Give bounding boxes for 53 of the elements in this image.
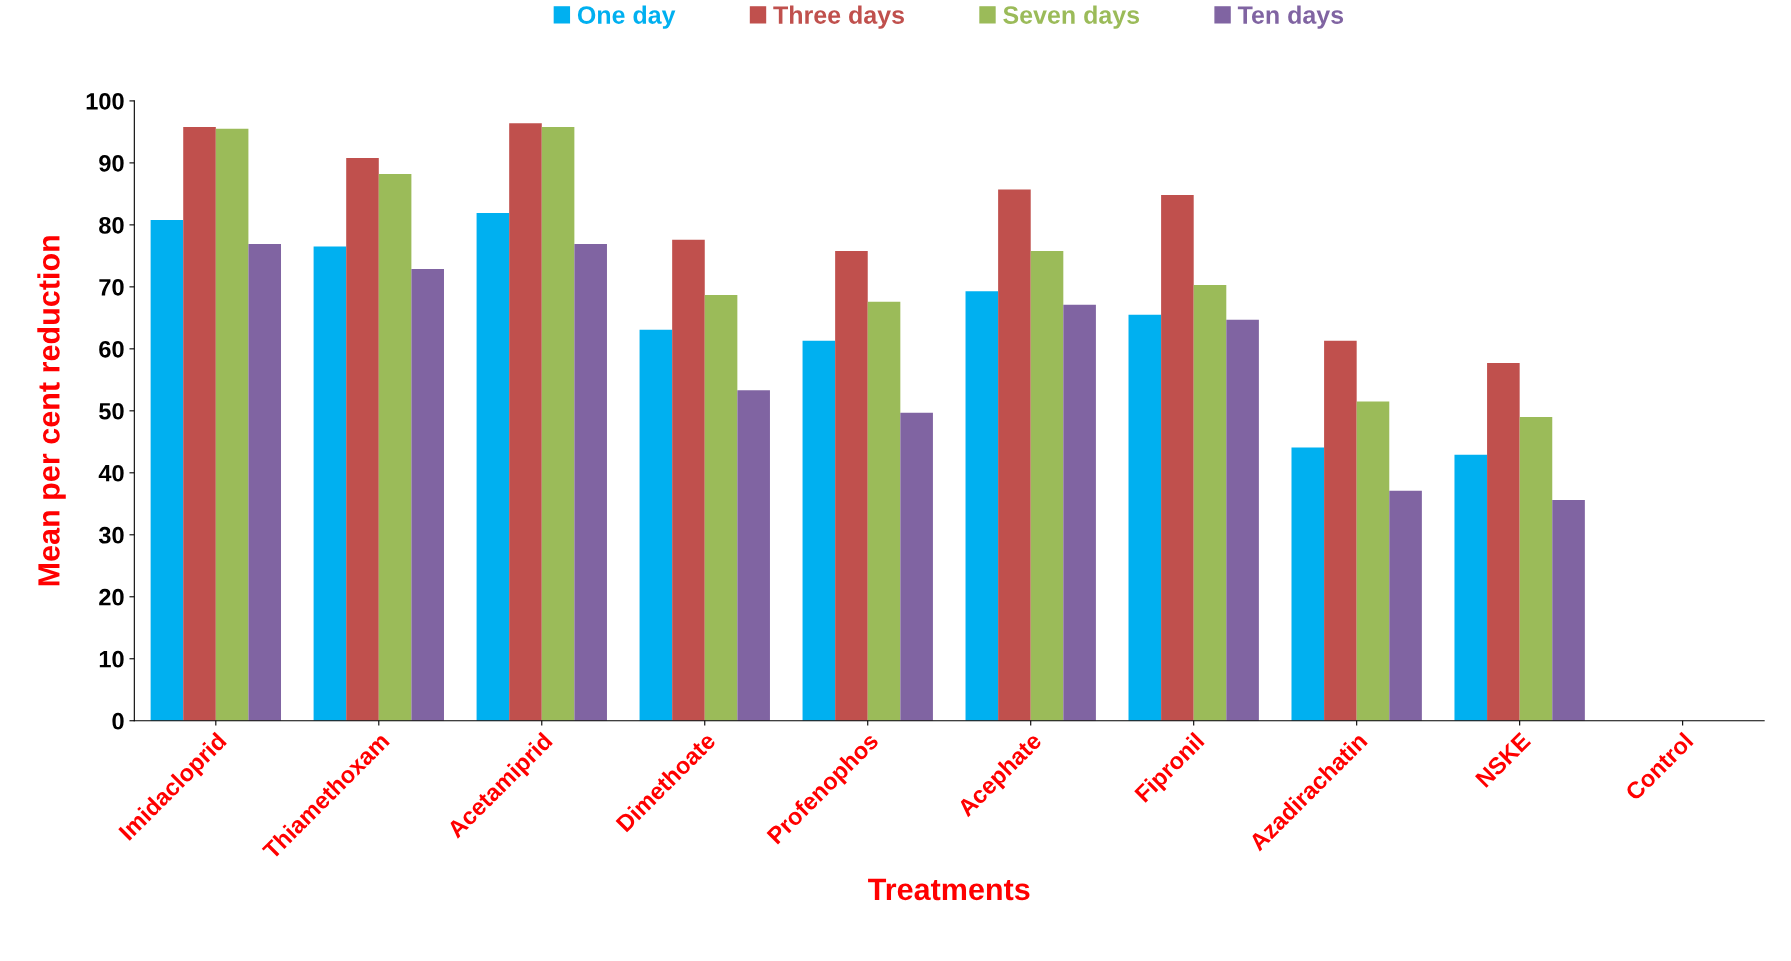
bar <box>900 412 933 721</box>
bar <box>1193 285 1227 721</box>
y-tick-label: 20 <box>99 588 124 606</box>
bar <box>672 239 705 721</box>
bar <box>704 294 738 721</box>
legend-label: One day <box>577 5 676 29</box>
legend-label: Ten days <box>1237 5 1344 29</box>
bar <box>313 246 347 721</box>
y-tick-label: 30 <box>98 526 124 544</box>
bar <box>1030 250 1064 721</box>
bar <box>1128 314 1162 721</box>
y-tick-label: 60 <box>99 340 124 358</box>
bar <box>1324 340 1357 721</box>
bar <box>867 301 901 721</box>
bar <box>1454 454 1488 721</box>
y-tick-label: 70 <box>99 278 124 296</box>
bar <box>476 213 510 721</box>
bar <box>1552 500 1585 721</box>
y-tick-label: 40 <box>98 464 124 482</box>
y-tick-label: 80 <box>99 216 124 234</box>
bar <box>574 244 607 721</box>
y-axis-title: Mean per cent reduction <box>37 236 66 586</box>
bar <box>541 126 575 721</box>
bar <box>1389 490 1422 721</box>
bar <box>411 268 444 721</box>
y-tick-label: 0 <box>112 712 124 730</box>
bar <box>215 128 249 721</box>
legend-label: Seven days <box>1003 5 1140 29</box>
bar <box>378 174 412 721</box>
y-tick-label: 50 <box>99 402 124 420</box>
bar <box>1356 401 1390 721</box>
bar <box>965 291 999 721</box>
bar <box>802 340 836 721</box>
y-tick-label: 100 <box>86 92 124 110</box>
bar <box>183 126 216 721</box>
bar <box>835 250 868 721</box>
bar <box>1519 417 1553 721</box>
bar <box>1226 319 1259 721</box>
bar <box>1161 195 1194 721</box>
bar <box>346 157 379 721</box>
bar <box>248 244 282 721</box>
bar <box>737 390 770 721</box>
legend-label: Three days <box>773 5 904 29</box>
bar <box>1291 447 1325 721</box>
bar <box>150 219 184 721</box>
y-tick-label: 90 <box>99 154 124 172</box>
bar <box>639 329 673 721</box>
bar <box>1487 363 1520 721</box>
bar <box>509 123 542 721</box>
y-tick-label: 10 <box>99 650 124 668</box>
bar <box>998 189 1031 721</box>
x-axis-title: Treatments <box>868 878 1030 901</box>
bar <box>1063 304 1096 721</box>
